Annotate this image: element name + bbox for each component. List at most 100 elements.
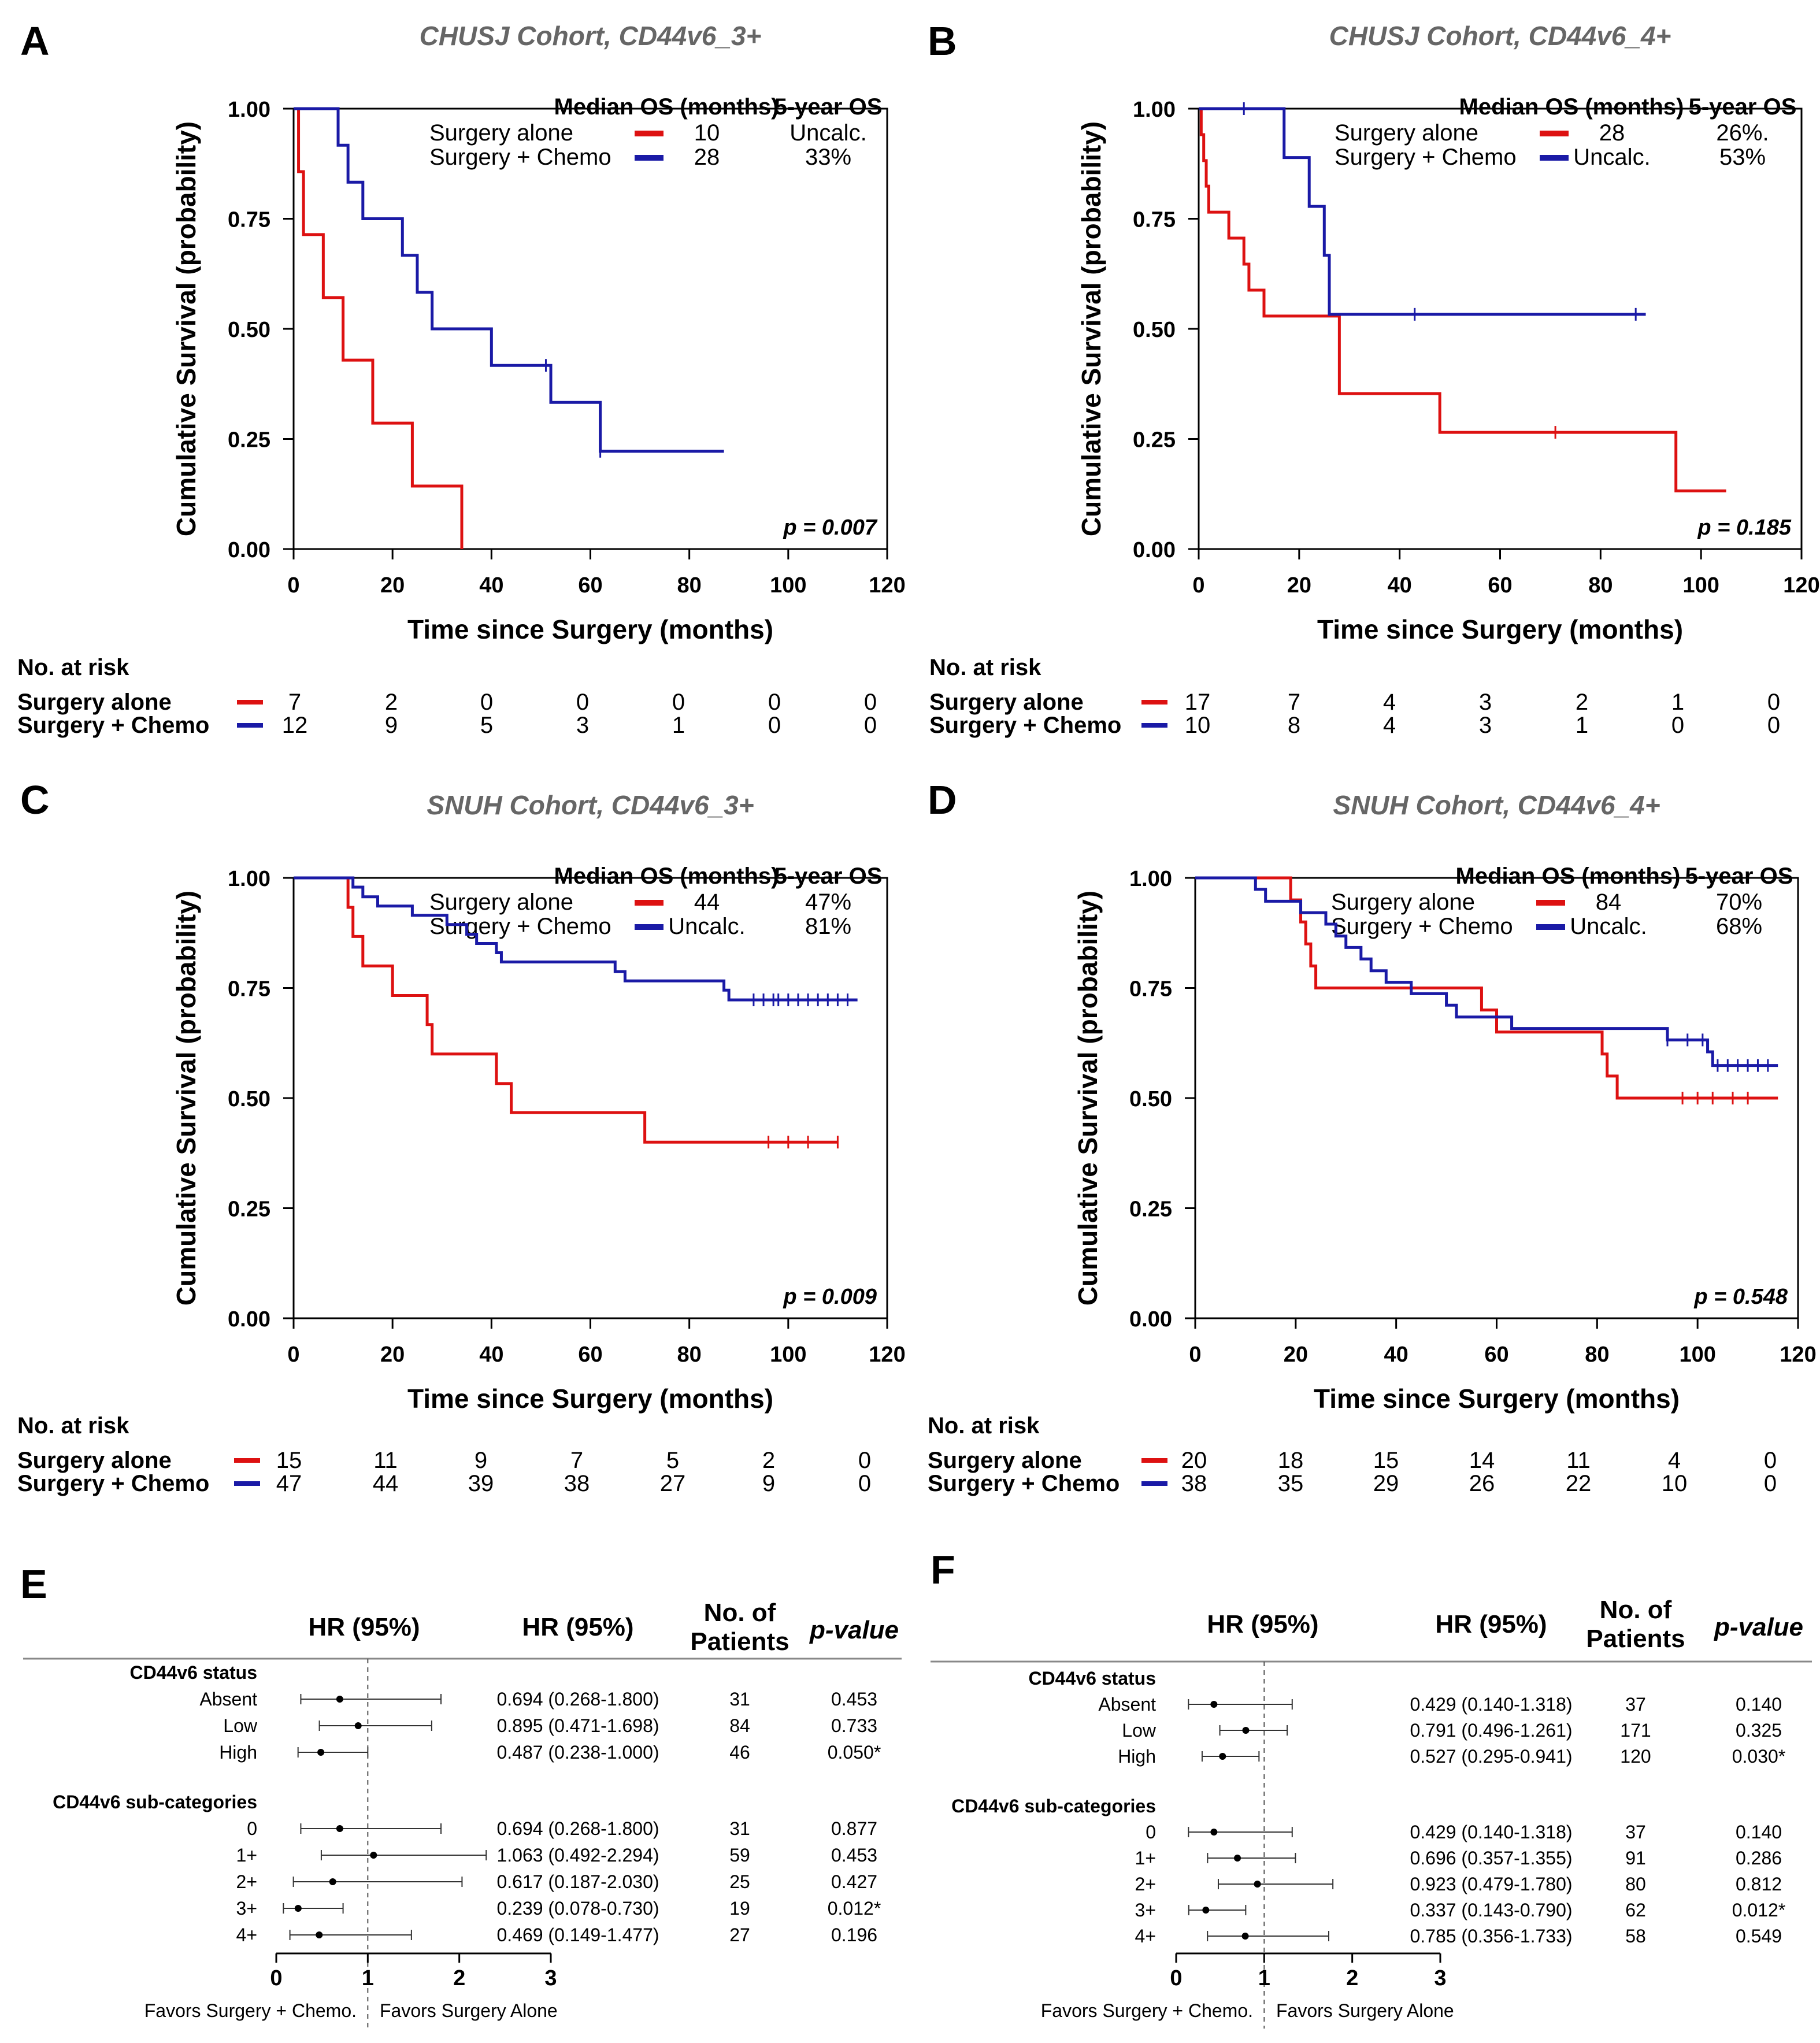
forest-n: 19 [729, 1898, 750, 1919]
x-tick-label: 80 [677, 573, 702, 598]
risk-row-label: Surgery + Chemo [928, 1471, 1120, 1496]
forest-hr-text: 0.617 (0.187-2.030) [496, 1871, 659, 1892]
y-tick-label: 0.50 [228, 1087, 270, 1111]
legend-5yr: 68% [1716, 914, 1762, 939]
hr-point [317, 1749, 325, 1756]
legend-median: 28 [1599, 120, 1625, 146]
risk-count: 29 [1373, 1471, 1399, 1496]
legend-label: Surgery + Chemo [429, 144, 611, 170]
x-tick-label: 20 [380, 1343, 405, 1367]
risk-count: 2 [385, 689, 398, 715]
forest-p: 0.050* [828, 1742, 881, 1763]
x-tick-label: 100 [1682, 573, 1719, 598]
risk-count: 9 [475, 1448, 487, 1473]
risk-count: 7 [288, 689, 301, 715]
legend-header-median: Median OS (months) [554, 863, 779, 889]
panel-label-B: B [928, 18, 957, 64]
risk-count: 0 [1767, 689, 1780, 715]
forest-n: 84 [729, 1715, 750, 1736]
forest-header-n-line2: Patients [1586, 1625, 1685, 1653]
y-axis-label: Cumulative Survival (probability) [1073, 891, 1103, 1306]
y-tick-label: 0.75 [1129, 977, 1172, 1002]
x-axis-label: Time since Surgery (months) [407, 1384, 773, 1414]
forest-header-hr: HR (95%) [522, 1613, 633, 1641]
x-tick-label: 120 [869, 1343, 905, 1367]
legend-5yr: Uncalc. [789, 120, 866, 146]
hr-point [336, 1825, 343, 1832]
risk-count: 7 [570, 1448, 583, 1473]
risk-table-header: No. at risk [928, 1413, 1040, 1438]
forest-hr-text: 0.694 (0.268-1.800) [496, 1818, 659, 1839]
y-axis-label: Cumulative Survival (probability) [171, 891, 201, 1306]
forest-p: 0.325 [1736, 1720, 1782, 1741]
risk-row-label: Surgery alone [929, 689, 1084, 715]
legend-median: Uncalc. [1573, 144, 1650, 170]
risk-count: 4 [1383, 713, 1396, 738]
risk-count: 0 [864, 713, 877, 738]
y-tick-label: 0.25 [1129, 1197, 1172, 1222]
y-tick-label: 0.75 [228, 977, 270, 1002]
forest-n: 171 [1620, 1720, 1651, 1741]
panel-label-C: C [20, 777, 50, 822]
p-value: p = 0.548 [1693, 1285, 1788, 1309]
risk-row-label: Surgery + Chemo [17, 1471, 209, 1496]
y-axis-label: Cumulative Survival (probability) [1076, 121, 1106, 536]
forest-header-n-line2: Patients [690, 1627, 789, 1656]
forest-x-tick-label: 3 [544, 1966, 557, 1990]
forest-row-label: 0 [247, 1818, 257, 1839]
y-tick-label: 0.25 [1133, 428, 1176, 453]
risk-count: 14 [1469, 1448, 1495, 1473]
km-curve-surgery-alone [1195, 876, 1778, 1100]
forest-footer-right: Favors Surgery Alone [1276, 2000, 1454, 2021]
legend-label: Surgery alone [1331, 889, 1475, 915]
forest-p: 0.877 [831, 1818, 877, 1839]
km-panel-C: C SNUH Cohort, CD44v6_3+ 0.00 0.25 0.50 0.75 1… [17, 777, 906, 1496]
forest-p: 0.812 [1736, 1874, 1782, 1894]
forest-row-label: 0 [1146, 1822, 1156, 1842]
x-tick-label: 40 [479, 1343, 503, 1367]
forest-footer-left: Favors Surgery + Chemo. [1041, 2000, 1253, 2021]
legend-median: 44 [694, 889, 720, 915]
hr-point [336, 1696, 343, 1703]
forest-x-tick-label: 1 [362, 1966, 374, 1990]
km-curve-surgery-alone [294, 107, 464, 549]
legend-label: Surgery + Chemo [429, 914, 611, 939]
plot-frame [292, 107, 888, 550]
hr-point [294, 1905, 302, 1912]
forest-row-label: Low [223, 1715, 258, 1736]
risk-count: 5 [666, 1448, 679, 1473]
risk-count: 44 [373, 1471, 399, 1496]
x-tick-label: 40 [1384, 1343, 1408, 1367]
forest-hr-text: 1.063 (0.492-2.294) [496, 1845, 659, 1866]
km-curve-surgery-chemo [294, 107, 724, 453]
hr-point [329, 1878, 336, 1885]
km-curve-surgery-chemo [294, 876, 858, 1002]
forest-header-n-line1: No. of [1600, 1596, 1672, 1624]
forest-n: 31 [729, 1689, 750, 1710]
risk-count: 35 [1278, 1471, 1304, 1496]
y-tick-label: 1.00 [1129, 867, 1172, 891]
x-tick-label: 20 [1287, 573, 1311, 598]
risk-count: 4 [1668, 1448, 1681, 1473]
risk-count: 18 [1278, 1448, 1304, 1473]
legend-label: Surgery + Chemo [1331, 914, 1513, 939]
risk-count: 8 [1288, 713, 1300, 738]
x-axis-label: Time since Surgery (months) [407, 614, 773, 644]
forest-n: 62 [1625, 1900, 1646, 1920]
forest-n: 120 [1620, 1746, 1651, 1767]
km-curve-surgery-chemo [1199, 107, 1646, 316]
forest-hr-text: 0.239 (0.078-0.730) [496, 1898, 659, 1919]
x-tick-label: 80 [677, 1343, 702, 1367]
forest-x-tick-label: 1 [1258, 1966, 1270, 1990]
x-tick-label: 60 [578, 573, 602, 598]
risk-count: 7 [1288, 689, 1300, 715]
legend-header-5yr: 5-year OS [1685, 863, 1793, 889]
forest-p: 0.140 [1736, 1822, 1782, 1842]
x-tick-label: 20 [380, 573, 405, 598]
km-curve-surgery-chemo [1195, 876, 1778, 1067]
hr-point [354, 1722, 362, 1729]
forest-hr-text: 0.791 (0.496-1.261) [1410, 1720, 1572, 1741]
hr-point [1241, 1933, 1249, 1940]
forest-p: 0.549 [1736, 1926, 1782, 1946]
forest-x-tick-label: 3 [1434, 1966, 1446, 1990]
